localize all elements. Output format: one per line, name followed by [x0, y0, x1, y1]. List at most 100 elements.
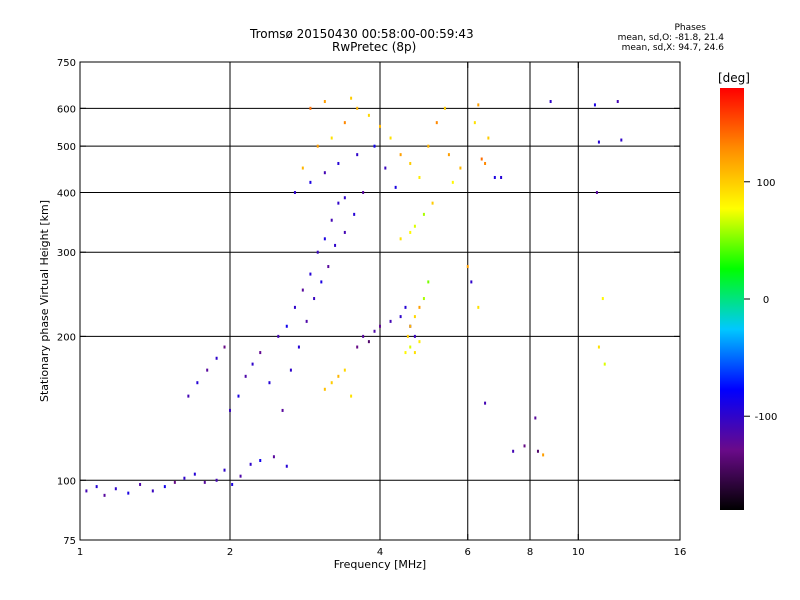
data-point	[316, 144, 319, 148]
data-point	[413, 334, 416, 338]
data-point	[239, 474, 242, 478]
data-point	[616, 100, 619, 104]
data-point	[362, 190, 365, 194]
data-point	[323, 237, 326, 241]
data-point	[337, 201, 340, 205]
phases-box: Phases mean, sd,O: -81.8, 21.4 mean, sd,…	[618, 23, 724, 53]
data-point	[523, 444, 526, 448]
data-point	[249, 462, 252, 466]
data-point	[350, 394, 353, 398]
data-point	[281, 408, 284, 412]
y-tick-label: 750	[57, 58, 76, 69]
data-point	[362, 334, 365, 338]
data-point	[353, 212, 356, 216]
data-point	[404, 305, 407, 309]
colorbar-ticks: 100 0 -100	[744, 178, 777, 423]
data-point	[409, 345, 412, 349]
data-point	[309, 180, 312, 184]
data-point	[399, 237, 402, 241]
data-point	[603, 362, 606, 366]
data-point	[289, 368, 292, 372]
data-point	[323, 171, 326, 175]
data-point	[394, 185, 397, 189]
y-axis-label: Stationary phase Virtual Height [km]	[38, 200, 51, 402]
y-tick-label: 100	[57, 476, 76, 487]
data-point	[379, 124, 381, 128]
data-point	[620, 138, 623, 142]
data-point	[477, 305, 480, 309]
title-line-1: Tromsø 20150430 00:58:00-00:59:43	[250, 27, 474, 41]
data-point	[85, 489, 88, 493]
phases-line-o: mean, sd,O: -81.8, 21.4	[617, 33, 724, 43]
data-point	[316, 250, 319, 254]
data-point	[330, 136, 333, 140]
x-tick-label: 10	[572, 547, 585, 558]
title-line-2: RwPretec (8p)	[332, 40, 417, 54]
data-point	[114, 487, 117, 491]
data-point	[389, 319, 392, 323]
data-point	[95, 485, 98, 489]
grid-lines	[80, 62, 680, 540]
data-point	[431, 201, 434, 205]
data-point	[493, 175, 496, 179]
data-point	[484, 161, 487, 165]
data-point	[422, 297, 425, 301]
data-point	[334, 243, 337, 247]
y-tick-label: 600	[57, 104, 76, 115]
x-tick-label: 4	[377, 547, 383, 558]
data-point	[536, 449, 539, 453]
data-point	[601, 297, 604, 301]
data-point	[223, 345, 226, 349]
data-point	[404, 351, 407, 355]
data-point	[427, 280, 430, 284]
data-point	[389, 136, 392, 140]
data-point	[343, 196, 346, 200]
axis-ticks: 1 2 4 6 8 10 16 75 100 200 300 400 500 600 750	[57, 58, 686, 558]
data-point	[277, 334, 280, 338]
data-point	[409, 230, 412, 234]
data-point	[293, 190, 296, 194]
data-point	[285, 324, 288, 328]
data-point	[447, 153, 450, 157]
chart-title: Tromsø 20150430 00:58:00-00:59:43 RwPret…	[250, 28, 474, 54]
data-point	[549, 100, 552, 104]
data-point	[268, 381, 271, 385]
data-point	[259, 458, 262, 462]
data-point	[301, 166, 304, 170]
data-point	[459, 166, 462, 170]
data-point	[297, 345, 300, 349]
data-point	[183, 476, 186, 480]
data-point	[406, 334, 409, 338]
data-point	[223, 468, 226, 472]
data-point	[473, 121, 476, 125]
data-point	[399, 315, 402, 319]
data-point	[356, 153, 359, 157]
y-tick-label: 300	[57, 248, 76, 259]
phases-heading: Phases	[674, 23, 706, 33]
data-point	[422, 212, 425, 216]
data-point	[350, 96, 353, 100]
data-point	[229, 408, 231, 412]
data-point	[320, 280, 323, 284]
data-point	[373, 329, 376, 333]
data-point	[418, 305, 421, 309]
data-point	[593, 103, 596, 107]
colorbar-tick-label: 0	[763, 295, 769, 306]
data-point	[231, 482, 234, 486]
data-points	[85, 96, 623, 497]
data-point	[139, 482, 142, 486]
data-point	[356, 345, 359, 349]
colorbar-label: [deg]	[718, 71, 750, 85]
data-point	[343, 230, 346, 234]
data-point	[337, 374, 340, 378]
data-point	[285, 464, 288, 468]
data-point	[413, 351, 416, 355]
data-point	[259, 351, 262, 355]
y-tick-label: 200	[57, 332, 76, 343]
data-point	[309, 106, 312, 110]
data-point	[480, 157, 483, 161]
data-point	[534, 416, 537, 420]
data-point	[323, 100, 326, 104]
data-point	[451, 180, 454, 184]
data-point	[272, 455, 275, 459]
